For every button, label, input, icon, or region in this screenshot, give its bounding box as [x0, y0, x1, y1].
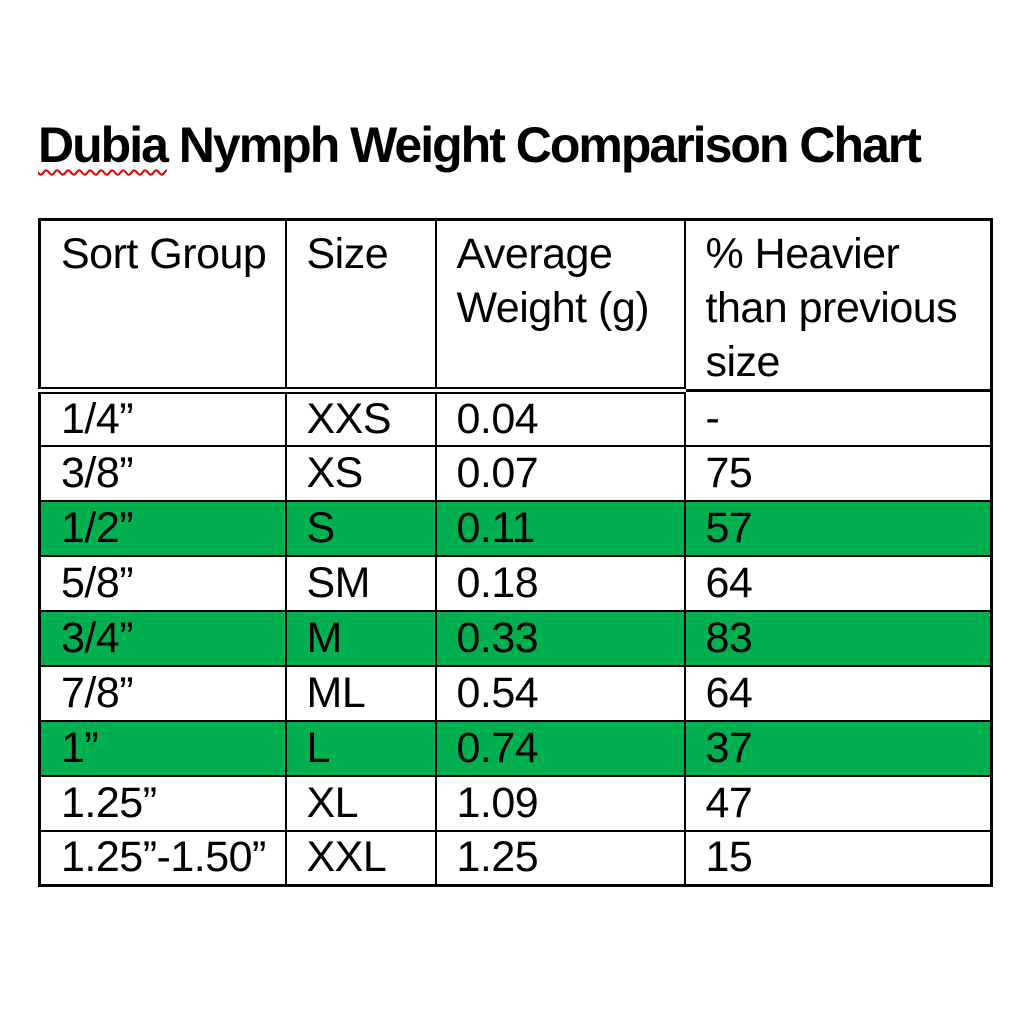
- table-row: 1” L 0.74 37: [38, 719, 993, 777]
- cell-average-weight: 0.11: [434, 499, 686, 557]
- cell-average-weight: 0.74: [434, 719, 686, 777]
- cell-average-weight: 0.07: [434, 444, 686, 502]
- cell-size: L: [284, 719, 437, 777]
- table-row: 3/4” M 0.33 83: [38, 609, 993, 667]
- cell-sort-group: 1/2”: [38, 499, 287, 557]
- cell-size: ML: [284, 664, 437, 722]
- weight-comparison-table: Sort Group Size Average Weight (g) % Hea…: [38, 218, 993, 887]
- cell-size: XXS: [284, 389, 437, 447]
- cell-sort-group: 1.25”: [38, 774, 287, 832]
- cell-pct-heavier: 47: [683, 774, 993, 832]
- column-header-pct-heavier: % Heavier than previous size: [683, 218, 993, 392]
- cell-average-weight: 1.25: [434, 829, 686, 887]
- cell-size: XL: [284, 774, 437, 832]
- cell-pct-heavier: 83: [683, 609, 993, 667]
- cell-size: S: [284, 499, 437, 557]
- cell-sort-group: 3/8”: [38, 444, 287, 502]
- cell-size: XXL: [284, 829, 437, 887]
- cell-pct-heavier: 15: [683, 829, 993, 887]
- table-row: 1.25”-1.50” XXL 1.25 15: [38, 829, 993, 887]
- cell-sort-group: 1/4”: [38, 389, 287, 447]
- header-row: Sort Group Size Average Weight (g) % Hea…: [38, 218, 993, 394]
- table-row: 1/2” S 0.11 57: [38, 499, 993, 557]
- column-header-sort-group: Sort Group: [38, 218, 287, 394]
- cell-size: M: [284, 609, 437, 667]
- page-title: Dubia Nymph Weight Comparison Chart: [38, 116, 922, 174]
- table-row: 1/4” XXS 0.04 -: [38, 389, 993, 447]
- cell-average-weight: 0.33: [434, 609, 686, 667]
- cell-pct-heavier: 75: [683, 444, 993, 502]
- cell-sort-group: 7/8”: [38, 664, 287, 722]
- cell-pct-heavier: 37: [683, 719, 993, 777]
- cell-pct-heavier: 64: [683, 664, 993, 722]
- cell-pct-heavier: 64: [683, 554, 993, 612]
- table-row: 5/8” SM 0.18 64: [38, 554, 993, 612]
- cell-size: SM: [284, 554, 437, 612]
- cell-pct-heavier: 57: [683, 499, 993, 557]
- cell-average-weight: 0.04: [434, 389, 686, 447]
- cell-sort-group: 1”: [38, 719, 287, 777]
- title-rest: Nymph Weight Comparison Chart: [166, 117, 922, 173]
- column-header-size: Size: [284, 218, 437, 394]
- title-word-misspelled: Dubia: [38, 117, 169, 173]
- table-row: 1.25” XL 1.09 47: [38, 774, 993, 832]
- cell-average-weight: 0.54: [434, 664, 686, 722]
- cell-sort-group: 5/8”: [38, 554, 287, 612]
- cell-sort-group: 1.25”-1.50”: [38, 829, 287, 887]
- cell-sort-group: 3/4”: [38, 609, 287, 667]
- cell-size: XS: [284, 444, 437, 502]
- cell-pct-heavier: -: [683, 389, 993, 447]
- cell-average-weight: 0.18: [434, 554, 686, 612]
- table-row: 7/8” ML 0.54 64: [38, 664, 993, 722]
- cell-average-weight: 1.09: [434, 774, 686, 832]
- column-header-average-weight: Average Weight (g): [434, 218, 686, 394]
- table-row: 3/8” XS 0.07 75: [38, 444, 993, 502]
